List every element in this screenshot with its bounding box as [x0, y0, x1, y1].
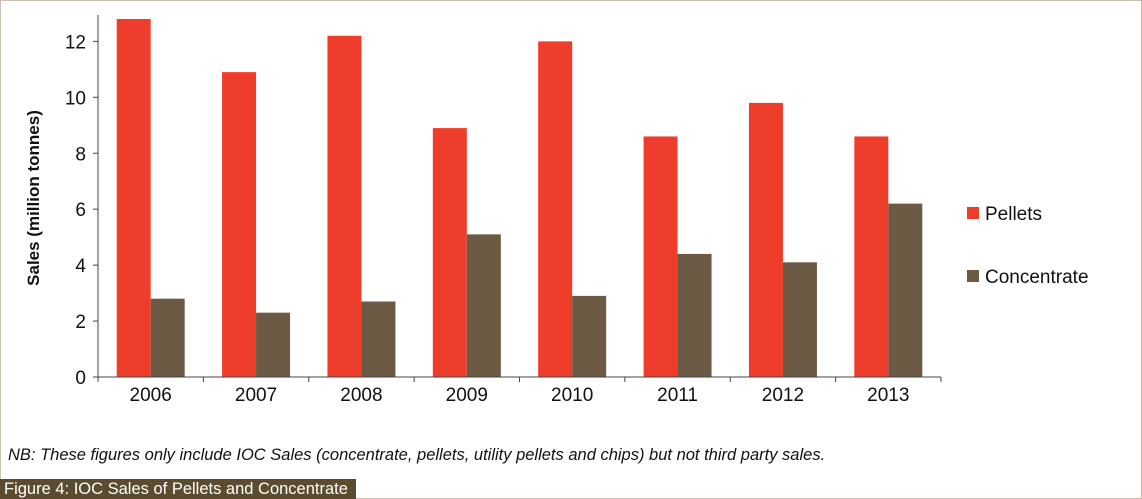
y-tick-label: 4 — [75, 256, 86, 277]
y-axis-title: Sales (million tonnes) — [24, 110, 43, 286]
legend-label-concentrate: Concentrate — [985, 267, 1089, 288]
x-tick-labels: 2006 2007 2008 2009 2010 2011 2012 2013 — [130, 385, 910, 406]
bar-pellets-2010 — [538, 41, 573, 377]
y-tick-label: 8 — [75, 144, 86, 165]
bar-pellets-2009 — [432, 128, 467, 377]
axes-group — [93, 15, 942, 382]
bar-pellets-2007 — [222, 72, 257, 377]
bar-concentrate-2008 — [361, 301, 396, 377]
y-tick-labels: 0 2 4 6 8 10 12 — [65, 32, 87, 389]
x-tick-label: 2012 — [762, 385, 804, 406]
bar-pellets-2011 — [643, 136, 678, 377]
bar-concentrate-2012 — [782, 262, 817, 377]
x-tick-label: 2007 — [235, 385, 277, 406]
bar-pellets-2012 — [748, 102, 783, 377]
x-tick-label: 2009 — [446, 385, 488, 406]
legend: Pellets Concentrate — [967, 204, 1089, 288]
x-tick-label: 2013 — [867, 385, 909, 406]
bar-concentrate-2007 — [256, 312, 291, 377]
y-tick-label: 2 — [75, 312, 86, 333]
legend-swatch-pellets — [967, 207, 979, 219]
bar-pellets-2013 — [854, 136, 889, 377]
bar-pellets-2008 — [327, 35, 362, 377]
x-tick-label: 2011 — [657, 385, 698, 406]
footnote: NB: These figures only include IOC Sales… — [8, 446, 826, 464]
bar-pellets-2006 — [116, 19, 151, 377]
bar-concentrate-2010 — [572, 295, 607, 377]
legend-swatch-concentrate — [967, 270, 979, 282]
x-tick-label: 2010 — [551, 385, 593, 406]
y-tick-label: 6 — [75, 200, 86, 221]
bar-concentrate-2006 — [150, 298, 185, 377]
x-tick-label: 2006 — [130, 385, 172, 406]
y-tick-label: 0 — [75, 368, 86, 389]
bar-concentrate-2011 — [677, 253, 712, 377]
y-tick-label: 10 — [65, 88, 86, 109]
bar-concentrate-2009 — [466, 234, 501, 377]
bar-concentrate-2013 — [888, 203, 923, 377]
bars-group — [116, 19, 923, 377]
y-tick-label: 12 — [65, 32, 86, 53]
x-tick-label: 2008 — [340, 385, 382, 406]
figure-caption: Figure 4: IOC Sales of Pellets and Conce… — [0, 479, 356, 499]
legend-label-pellets: Pellets — [985, 204, 1042, 225]
